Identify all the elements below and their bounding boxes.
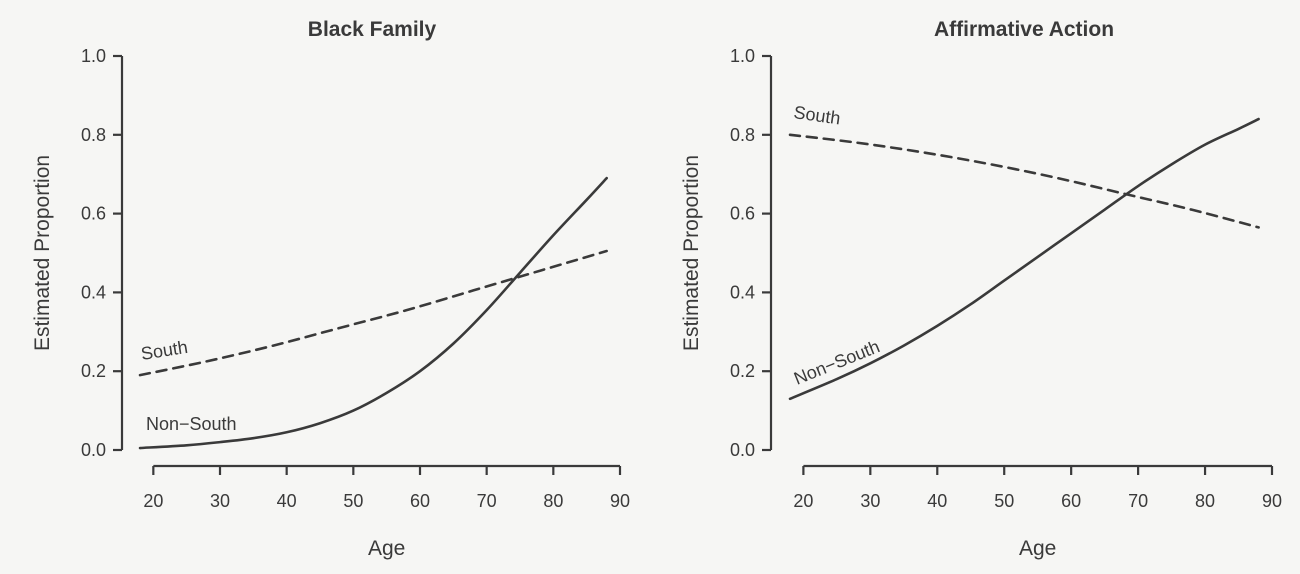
y-tick-label: 0.0 <box>81 440 106 460</box>
x-tick-label: 50 <box>994 491 1014 511</box>
x-tick-label: 30 <box>210 491 230 511</box>
y-tick-label: 0.8 <box>81 125 106 145</box>
y-tick-label: 1.0 <box>81 46 106 66</box>
chart-title: Black Family <box>308 18 437 41</box>
y-tick-label: 0.6 <box>730 204 755 224</box>
panel-black-family: Black Family 0.0 0.2 0.4 0.6 0.8 1.0 20 30 40 50 60… <box>31 18 630 560</box>
series-line-non-south <box>138 176 608 450</box>
series-label-south: South <box>139 337 189 364</box>
series-label-non-south: Non−South <box>146 414 237 434</box>
y-tick-label: 0.0 <box>730 440 755 460</box>
x-tick-label: 50 <box>343 491 363 511</box>
series-label-non-south: Non−South <box>791 336 882 388</box>
series-line-south <box>788 133 1260 229</box>
y-tick-label: 1.0 <box>730 46 755 66</box>
x-tick-label: 60 <box>1061 491 1081 511</box>
panel-affirmative-action: Affirmative Action 0.0 0.2 0.4 0.6 0.8 1.0 20 30… <box>680 18 1282 560</box>
x-tick-label: 40 <box>927 491 947 511</box>
x-axis-label: Age <box>1019 537 1056 560</box>
x-tick-label: 20 <box>793 491 813 511</box>
x-tick-label: 90 <box>1262 491 1282 511</box>
y-tick-label: 0.4 <box>730 282 755 302</box>
chart-title: Affirmative Action <box>934 18 1114 41</box>
series-line-south <box>138 249 608 377</box>
x-axis-label: Age <box>368 537 405 560</box>
x-tick-label: 80 <box>1195 491 1215 511</box>
x-tick-label: 70 <box>477 491 497 511</box>
y-tick-label: 0.2 <box>81 361 106 381</box>
y-axis-label: Estimated Proportion <box>680 155 703 351</box>
x-tick-label: 80 <box>543 491 563 511</box>
x-tick-label: 40 <box>277 491 297 511</box>
series-line-non-south <box>788 117 1260 401</box>
y-tick-label: 0.4 <box>81 282 106 302</box>
series-label-south: South <box>792 102 841 128</box>
x-tick-label: 90 <box>610 491 630 511</box>
x-tick-label: 30 <box>860 491 880 511</box>
y-tick-label: 0.8 <box>730 125 755 145</box>
x-tick-label: 20 <box>143 491 163 511</box>
y-tick-label: 0.6 <box>81 204 106 224</box>
y-tick-label: 0.2 <box>730 361 755 381</box>
x-tick-label: 60 <box>410 491 430 511</box>
x-tick-label: 70 <box>1128 491 1148 511</box>
y-axis-label: Estimated Proportion <box>31 155 54 351</box>
